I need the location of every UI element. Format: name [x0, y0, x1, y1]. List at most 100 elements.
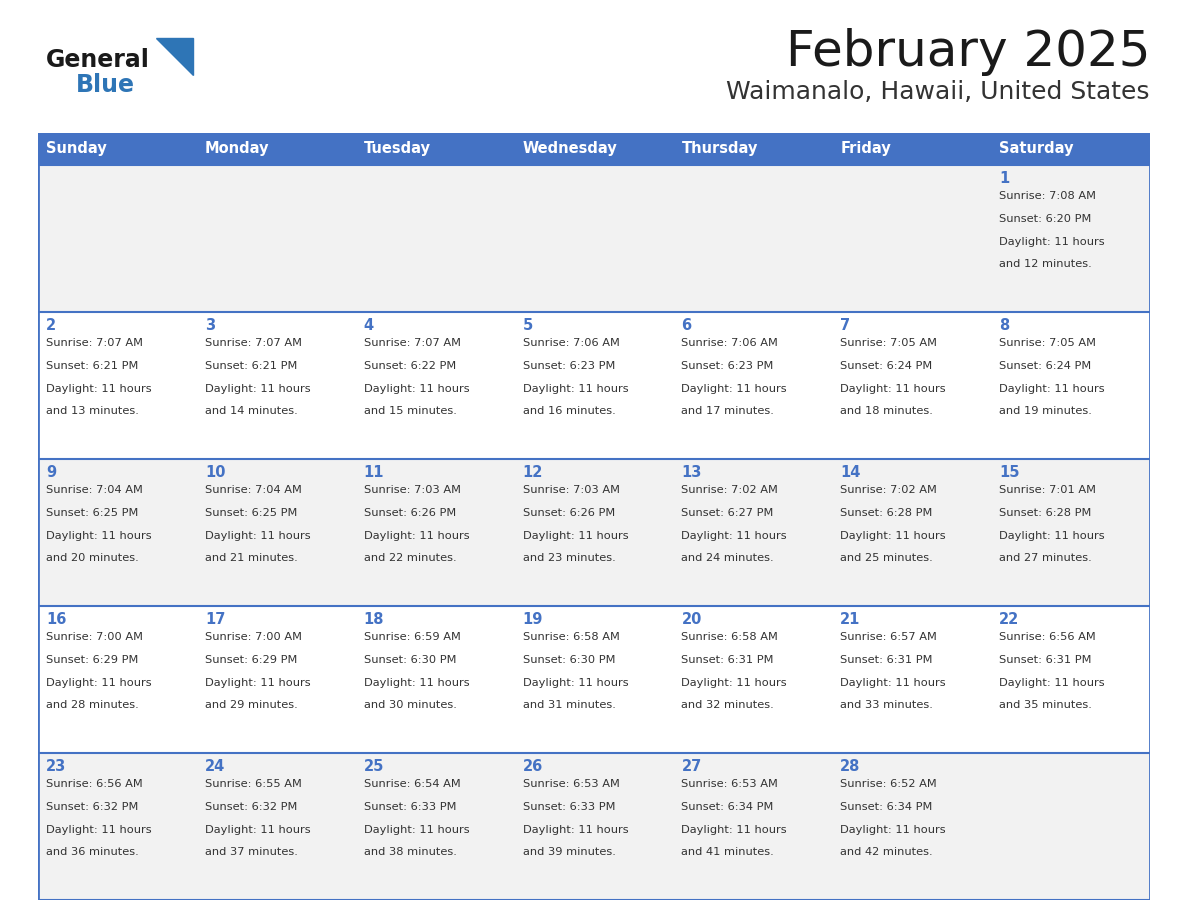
Bar [991, 312, 1150, 459]
Text: 12: 12 [523, 465, 543, 480]
Text: and 15 minutes.: and 15 minutes. [364, 407, 456, 417]
Text: Sunrise: 6:57 AM: Sunrise: 6:57 AM [840, 632, 937, 642]
Text: 8: 8 [999, 318, 1010, 333]
Text: and 23 minutes.: and 23 minutes. [523, 554, 615, 564]
Text: Saturday: Saturday [999, 141, 1074, 156]
Text: Daylight: 11 hours: Daylight: 11 hours [999, 237, 1105, 247]
Text: Sunset: 6:23 PM: Sunset: 6:23 PM [682, 361, 773, 371]
Text: Sunset: 6:29 PM: Sunset: 6:29 PM [204, 655, 297, 665]
Bar [355, 753, 514, 900]
Bar [991, 606, 1150, 753]
Text: 16: 16 [46, 612, 67, 627]
Text: 2: 2 [46, 318, 56, 333]
Text: and 19 minutes.: and 19 minutes. [999, 407, 1092, 417]
Text: and 33 minutes.: and 33 minutes. [840, 700, 933, 711]
Bar [197, 459, 355, 606]
Text: Daylight: 11 hours: Daylight: 11 hours [682, 824, 788, 834]
Text: 23: 23 [46, 759, 67, 774]
Text: Sunset: 6:24 PM: Sunset: 6:24 PM [999, 361, 1092, 371]
Bar [833, 753, 991, 900]
Bar [674, 606, 833, 753]
Text: and 18 minutes.: and 18 minutes. [840, 407, 933, 417]
Bar [514, 606, 674, 753]
Text: Sunrise: 7:07 AM: Sunrise: 7:07 AM [46, 338, 143, 348]
Text: Daylight: 11 hours: Daylight: 11 hours [46, 677, 152, 688]
Text: Sunrise: 6:56 AM: Sunrise: 6:56 AM [46, 779, 143, 789]
Text: and 39 minutes.: and 39 minutes. [523, 847, 615, 857]
Text: 17: 17 [204, 612, 226, 627]
Text: and 22 minutes.: and 22 minutes. [364, 554, 456, 564]
Text: Sunrise: 7:06 AM: Sunrise: 7:06 AM [523, 338, 619, 348]
Bar [38, 606, 197, 753]
Bar [991, 165, 1150, 312]
Text: 5: 5 [523, 318, 533, 333]
Text: Sunset: 6:33 PM: Sunset: 6:33 PM [364, 801, 456, 812]
Text: Daylight: 11 hours: Daylight: 11 hours [523, 384, 628, 394]
Text: Daylight: 11 hours: Daylight: 11 hours [364, 677, 469, 688]
Text: Daylight: 11 hours: Daylight: 11 hours [682, 677, 788, 688]
Text: 25: 25 [364, 759, 384, 774]
Text: 1: 1 [999, 171, 1010, 186]
Text: Monday: Monday [204, 141, 270, 156]
Text: Daylight: 11 hours: Daylight: 11 hours [46, 531, 152, 541]
Text: Daylight: 11 hours: Daylight: 11 hours [840, 531, 946, 541]
Text: Sunrise: 6:56 AM: Sunrise: 6:56 AM [999, 632, 1095, 642]
Bar [674, 753, 833, 900]
Text: and 24 minutes.: and 24 minutes. [682, 554, 775, 564]
Bar [355, 133, 514, 165]
Bar [674, 133, 833, 165]
Text: Sunrise: 7:01 AM: Sunrise: 7:01 AM [999, 485, 1097, 495]
Text: and 14 minutes.: and 14 minutes. [204, 407, 298, 417]
Text: 9: 9 [46, 465, 56, 480]
Text: and 42 minutes.: and 42 minutes. [840, 847, 933, 857]
Text: Sunrise: 7:07 AM: Sunrise: 7:07 AM [204, 338, 302, 348]
Text: and 41 minutes.: and 41 minutes. [682, 847, 775, 857]
Bar [197, 165, 355, 312]
Bar [991, 753, 1150, 900]
Bar [355, 165, 514, 312]
Text: Sunrise: 7:00 AM: Sunrise: 7:00 AM [204, 632, 302, 642]
Text: Sunrise: 7:07 AM: Sunrise: 7:07 AM [364, 338, 461, 348]
Bar [38, 312, 197, 459]
Text: Sunset: 6:29 PM: Sunset: 6:29 PM [46, 655, 138, 665]
Text: Sunset: 6:31 PM: Sunset: 6:31 PM [999, 655, 1092, 665]
Text: February 2025: February 2025 [785, 28, 1150, 76]
Text: and 30 minutes.: and 30 minutes. [364, 700, 456, 711]
Text: Sunrise: 7:06 AM: Sunrise: 7:06 AM [682, 338, 778, 348]
Text: 27: 27 [682, 759, 702, 774]
Text: Daylight: 11 hours: Daylight: 11 hours [840, 677, 946, 688]
Text: 10: 10 [204, 465, 226, 480]
Text: Friday: Friday [840, 141, 891, 156]
Text: Sunset: 6:26 PM: Sunset: 6:26 PM [523, 508, 615, 518]
Text: Sunset: 6:32 PM: Sunset: 6:32 PM [204, 801, 297, 812]
Text: Daylight: 11 hours: Daylight: 11 hours [840, 384, 946, 394]
Text: and 37 minutes.: and 37 minutes. [204, 847, 298, 857]
Bar [833, 133, 991, 165]
Text: Sunrise: 7:08 AM: Sunrise: 7:08 AM [999, 191, 1097, 201]
Text: Wednesday: Wednesday [523, 141, 618, 156]
Polygon shape [156, 38, 192, 75]
Text: and 31 minutes.: and 31 minutes. [523, 700, 615, 711]
Text: Sunset: 6:28 PM: Sunset: 6:28 PM [840, 508, 933, 518]
Text: Sunrise: 6:53 AM: Sunrise: 6:53 AM [523, 779, 619, 789]
Text: 26: 26 [523, 759, 543, 774]
Text: 4: 4 [364, 318, 374, 333]
Bar [514, 133, 674, 165]
Text: 7: 7 [840, 318, 851, 333]
Text: Sunrise: 7:05 AM: Sunrise: 7:05 AM [999, 338, 1097, 348]
Text: Sunrise: 7:02 AM: Sunrise: 7:02 AM [840, 485, 937, 495]
Text: Daylight: 11 hours: Daylight: 11 hours [204, 677, 310, 688]
Text: Sunset: 6:21 PM: Sunset: 6:21 PM [204, 361, 297, 371]
Text: and 35 minutes.: and 35 minutes. [999, 700, 1092, 711]
Bar [833, 459, 991, 606]
Text: and 13 minutes.: and 13 minutes. [46, 407, 139, 417]
Text: Sunset: 6:34 PM: Sunset: 6:34 PM [840, 801, 933, 812]
Text: Sunset: 6:23 PM: Sunset: 6:23 PM [523, 361, 615, 371]
Text: Daylight: 11 hours: Daylight: 11 hours [523, 677, 628, 688]
Text: and 21 minutes.: and 21 minutes. [204, 554, 298, 564]
Bar [833, 165, 991, 312]
Bar [991, 133, 1150, 165]
Text: Daylight: 11 hours: Daylight: 11 hours [204, 824, 310, 834]
Text: Daylight: 11 hours: Daylight: 11 hours [204, 531, 310, 541]
Text: Sunrise: 6:58 AM: Sunrise: 6:58 AM [523, 632, 619, 642]
